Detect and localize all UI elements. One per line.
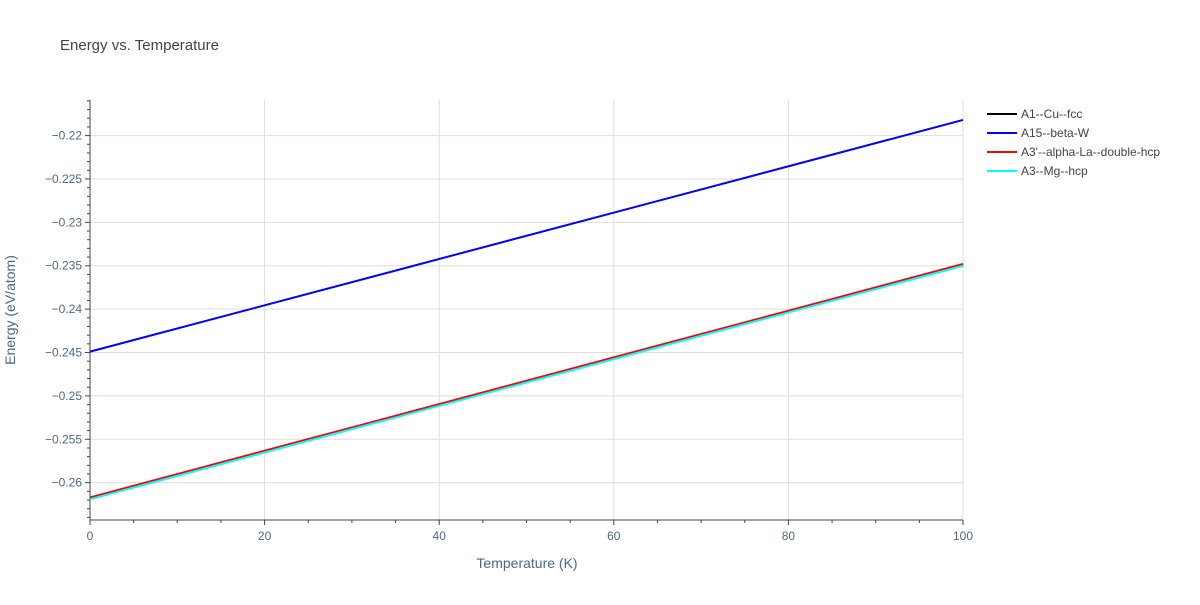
y-tick-label: −0.22 xyxy=(52,129,83,143)
y-tick-label: −0.26 xyxy=(52,476,83,490)
series-line-2 xyxy=(89,263,964,499)
x-axis-title: Temperature (K) xyxy=(476,555,577,571)
y-tick-label: −0.23 xyxy=(52,215,83,229)
legend-item-0[interactable]: A1--Cu--fcc xyxy=(987,107,1082,121)
series-line-3 xyxy=(89,264,964,501)
x-tick-label: 0 xyxy=(87,529,94,543)
legend-label: A3--Mg--hcp xyxy=(1021,164,1088,178)
legend-label: A15--beta-W xyxy=(1021,126,1090,140)
x-tick-label: 40 xyxy=(433,529,447,543)
chart-title: Energy vs. Temperature xyxy=(60,37,219,54)
y-tick-label: −0.245 xyxy=(45,346,82,360)
legend-item-3[interactable]: A3--Mg--hcp xyxy=(987,164,1088,178)
y-tick-label: −0.225 xyxy=(45,172,82,186)
y-axis-title: Energy (eV/atom) xyxy=(2,255,18,365)
x-tick-label: 80 xyxy=(782,529,796,543)
series-line-1 xyxy=(89,118,964,353)
grid-layer xyxy=(90,100,964,520)
legend-item-2[interactable]: A3'--alpha-La--double-hcp xyxy=(987,145,1160,159)
x-tick-label: 20 xyxy=(258,529,272,543)
series-layer xyxy=(89,118,964,501)
axes-layer: 0 20 40 60 80 100 −0.22 −0.225 −0.23 −0.235 −0.24 −… xyxy=(45,100,973,543)
y-tick-label: −0.25 xyxy=(52,389,83,403)
legend-label: A3'--alpha-La--double-hcp xyxy=(1021,145,1160,159)
legend-item-1[interactable]: A15--beta-W xyxy=(987,126,1090,140)
legend-label: A1--Cu--fcc xyxy=(1021,107,1082,121)
y-tick-label: −0.255 xyxy=(45,432,82,446)
x-tick-label: 100 xyxy=(953,529,973,543)
legend[interactable]: A1--Cu--fcc A15--beta-W A3'--alpha-La--dou… xyxy=(987,107,1160,178)
y-tick-label: −0.235 xyxy=(45,259,82,273)
x-tick-label: 60 xyxy=(607,529,621,543)
y-tick-label: −0.24 xyxy=(52,302,83,316)
